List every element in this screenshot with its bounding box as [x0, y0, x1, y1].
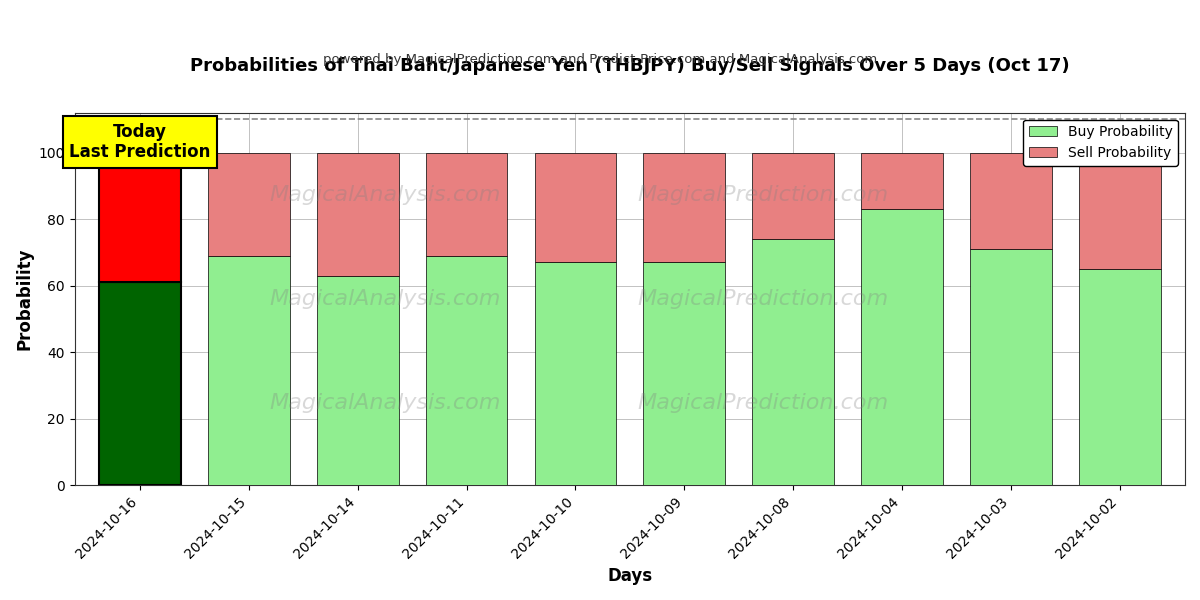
Bar [862, 152, 943, 209]
Bar [970, 152, 1051, 249]
Bar [1079, 152, 1160, 269]
Bar [534, 262, 617, 485]
Title: Probabilities of Thai Baht/Japanese Yen (THBJPY) Buy/Sell Signals Over 5 Days (O: Probabilities of Thai Baht/Japanese Yen … [190, 57, 1069, 75]
Text: MagicalAnalysis.com: MagicalAnalysis.com [270, 185, 502, 205]
Bar [100, 152, 181, 282]
Text: MagicalPrediction.com: MagicalPrediction.com [637, 185, 889, 205]
Bar [208, 152, 289, 256]
Bar [970, 249, 1051, 485]
Bar [208, 256, 289, 485]
Bar [317, 275, 398, 485]
Bar [426, 152, 508, 256]
Text: powered by MagicalPrediction.com and Predict-Price.com and MagicalAnalysis.com: powered by MagicalPrediction.com and Pre… [323, 53, 877, 66]
Bar [534, 152, 617, 262]
X-axis label: Days: Days [607, 567, 653, 585]
Text: MagicalAnalysis.com: MagicalAnalysis.com [270, 289, 502, 309]
Bar [100, 282, 181, 485]
Bar [752, 152, 834, 239]
Y-axis label: Probability: Probability [16, 248, 34, 350]
Bar [643, 152, 725, 262]
Text: MagicalPrediction.com: MagicalPrediction.com [637, 289, 889, 309]
Text: MagicalPrediction.com: MagicalPrediction.com [637, 393, 889, 413]
Text: MagicalAnalysis.com: MagicalAnalysis.com [270, 393, 502, 413]
Bar [1079, 269, 1160, 485]
Bar [426, 256, 508, 485]
Legend: Buy Probability, Sell Probability: Buy Probability, Sell Probability [1024, 119, 1178, 166]
Bar [317, 152, 398, 275]
Text: Today
Last Prediction: Today Last Prediction [70, 122, 211, 161]
Bar [752, 239, 834, 485]
Bar [862, 209, 943, 485]
Bar [643, 262, 725, 485]
